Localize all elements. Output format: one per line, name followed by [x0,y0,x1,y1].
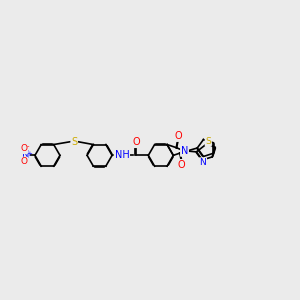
Text: S: S [71,136,77,147]
Text: N: N [200,158,206,167]
Text: N: N [181,146,188,156]
Text: -: - [27,143,29,149]
Text: S: S [206,137,211,146]
Text: O: O [178,160,185,170]
Text: O: O [20,158,28,166]
Text: O: O [132,137,140,147]
Text: O: O [175,131,182,141]
Text: +: + [26,151,32,157]
Text: O: O [20,144,28,153]
Text: N: N [22,150,29,160]
Text: NH: NH [115,150,129,160]
